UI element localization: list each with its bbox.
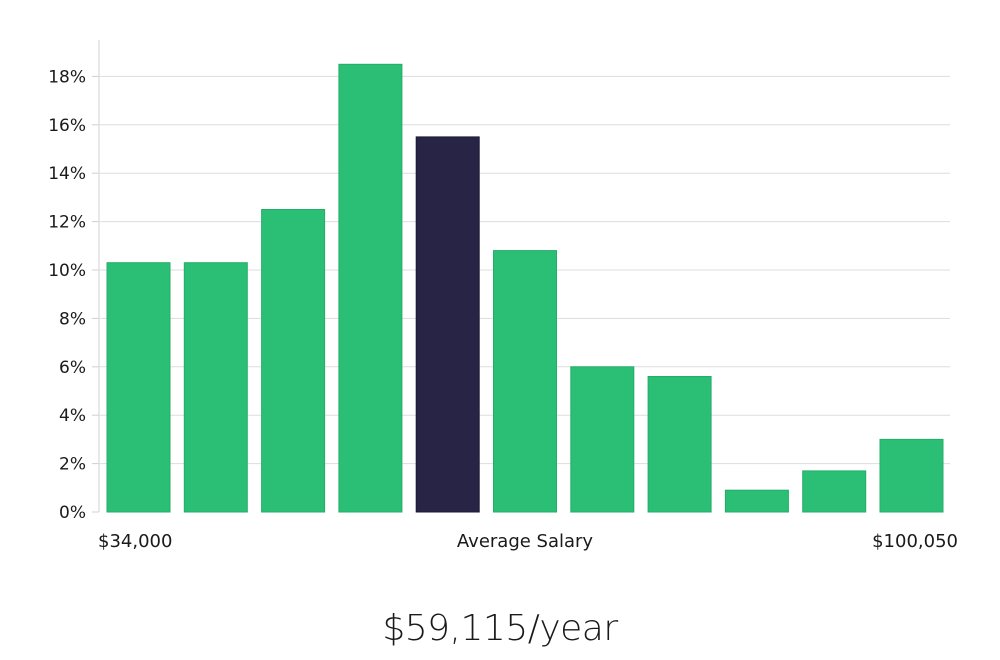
y-tick-label: 12%: [48, 213, 86, 233]
y-tick-label: 8%: [59, 309, 86, 329]
bar: [879, 438, 944, 513]
y-tick-label: 2%: [59, 455, 86, 475]
bar: [261, 209, 326, 513]
y-axis-ticks: 0% 2% 4% 6% 8% 10% 12% 14% 16% 18%: [48, 67, 99, 523]
bars: [106, 63, 944, 513]
x-label-center: Average Salary: [457, 531, 594, 552]
bar: [802, 470, 867, 513]
y-tick-label: 0%: [59, 503, 86, 523]
x-label-max: $100,050: [872, 531, 958, 552]
y-tick-label: 6%: [59, 358, 86, 378]
bar: [647, 376, 712, 513]
average-salary-value: $59,115/year: [382, 608, 618, 649]
bar: [338, 63, 403, 513]
bar: [183, 262, 248, 513]
bar: [724, 489, 789, 513]
y-tick-label: 16%: [48, 116, 86, 136]
y-tick-label: 10%: [48, 261, 86, 281]
bar: [493, 250, 557, 513]
salary-distribution-chart: 0% 2% 4% 6% 8% 10% 12% 14% 16% 18% $34,000 Averag…: [48, 40, 958, 552]
y-tick-label: 18%: [48, 67, 86, 87]
bar: [106, 262, 171, 513]
x-label-min: $34,000: [98, 531, 172, 552]
bar: [570, 366, 635, 513]
y-tick-label: 4%: [59, 406, 86, 426]
y-tick-label: 14%: [48, 164, 86, 184]
bar-average-salary: [415, 136, 480, 513]
